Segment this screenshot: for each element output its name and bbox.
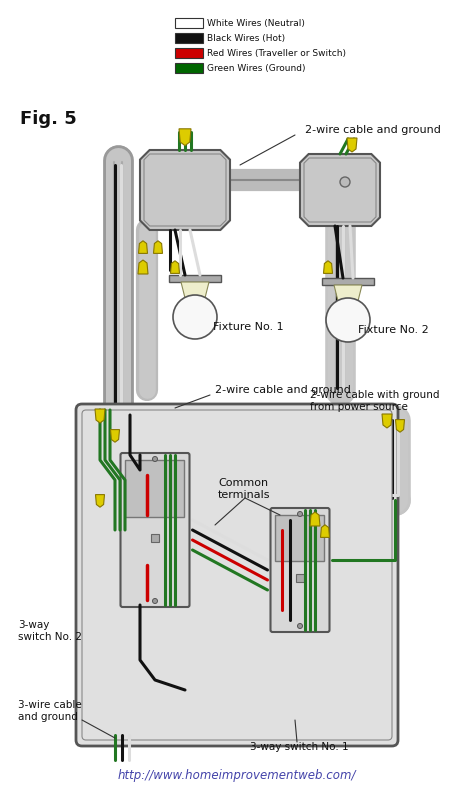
Bar [175, 18, 203, 28]
Polygon shape [395, 419, 404, 432]
Polygon shape [304, 158, 376, 222]
Text: Fig. 5: Fig. 5 [20, 110, 77, 128]
Bar [296, 574, 304, 582]
Polygon shape [154, 241, 163, 254]
Text: Green Wires (Ground): Green Wires (Ground) [207, 64, 306, 72]
Circle shape [326, 298, 370, 342]
Text: Fixture No. 2: Fixture No. 2 [358, 325, 429, 335]
Circle shape [173, 295, 217, 339]
Polygon shape [323, 261, 332, 273]
FancyBboxPatch shape [120, 453, 190, 607]
Polygon shape [95, 409, 105, 423]
Text: White Wires (Neutral): White Wires (Neutral) [207, 18, 305, 28]
Text: 2-wire cable and ground: 2-wire cable and ground [305, 125, 441, 135]
Text: 3-way
switch No. 2: 3-way switch No. 2 [18, 620, 82, 641]
Text: Common
terminals: Common terminals [218, 478, 271, 500]
Bar [151, 534, 159, 542]
Polygon shape [334, 285, 362, 301]
Polygon shape [138, 241, 147, 254]
Bar [175, 33, 203, 43]
Circle shape [340, 177, 350, 187]
Text: Black Wires (Hot): Black Wires (Hot) [207, 34, 285, 43]
Text: 2-wire cable and ground: 2-wire cable and ground [215, 385, 351, 395]
Bar [126, 460, 184, 517]
Circle shape [298, 623, 302, 629]
Polygon shape [95, 495, 104, 507]
FancyBboxPatch shape [82, 410, 392, 740]
Circle shape [153, 599, 157, 604]
Polygon shape [320, 525, 329, 537]
Polygon shape [382, 414, 392, 428]
Polygon shape [144, 154, 226, 226]
Text: Fixture No. 1: Fixture No. 1 [213, 322, 283, 332]
Bar [322, 278, 374, 285]
Polygon shape [179, 128, 191, 146]
Text: 2-wire cable with ground
from power source: 2-wire cable with ground from power sour… [310, 390, 439, 411]
Text: http://www.homeimprovementweb.com/: http://www.homeimprovementweb.com/ [118, 768, 356, 782]
Bar [275, 515, 325, 560]
Bar [169, 275, 221, 282]
Circle shape [298, 511, 302, 516]
Polygon shape [181, 282, 209, 298]
FancyBboxPatch shape [271, 508, 329, 632]
Polygon shape [310, 512, 320, 526]
Text: 3-way switch No. 1: 3-way switch No. 1 [250, 742, 348, 752]
Bar [175, 63, 203, 73]
FancyBboxPatch shape [76, 404, 398, 746]
Text: Red Wires (Traveller or Switch): Red Wires (Traveller or Switch) [207, 49, 346, 58]
Polygon shape [300, 154, 380, 226]
Polygon shape [347, 138, 357, 152]
Circle shape [153, 456, 157, 462]
Polygon shape [171, 261, 180, 273]
Bar [175, 48, 203, 58]
Polygon shape [138, 260, 148, 274]
Polygon shape [110, 429, 119, 442]
Text: 3-wire cable
and ground: 3-wire cable and ground [18, 700, 82, 722]
Polygon shape [140, 150, 230, 230]
